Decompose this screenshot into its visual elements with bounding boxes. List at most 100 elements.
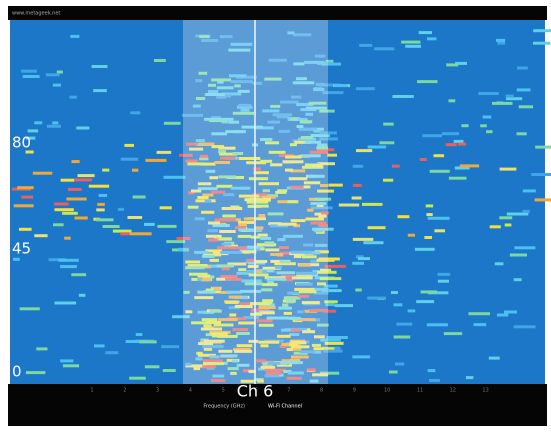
signal-dash: [379, 141, 394, 144]
signal-dash: [430, 170, 450, 173]
page: www.metageek.net 80 45 0 123456789101112…: [0, 0, 551, 429]
signal-dash: [499, 216, 512, 219]
signal-dash: [460, 164, 479, 167]
signal-dash: [483, 116, 492, 119]
signal-dash: [55, 208, 74, 211]
signal-dash: [358, 257, 370, 260]
signal-dash: [161, 345, 179, 348]
signal-dash: [359, 44, 372, 47]
waterfall-view: www.metageek.net 80 45 0 123456789101112…: [0, 0, 551, 429]
signal-dash: [497, 314, 508, 317]
signal-dash: [71, 273, 86, 276]
signal-dash: [356, 149, 372, 152]
signal-dash: [383, 179, 393, 182]
signal-dash: [426, 204, 433, 207]
signal-dash: [154, 59, 166, 62]
signal-dash: [47, 125, 61, 128]
signal-dash: [339, 204, 359, 207]
signal-dash: [389, 371, 398, 374]
signal-dash: [136, 333, 143, 336]
channel-number: 4: [189, 388, 192, 394]
signal-dash: [391, 291, 398, 294]
signal-dash: [517, 88, 531, 91]
signal-dash: [420, 158, 427, 161]
signal-dash: [362, 203, 383, 206]
signal-dash: [124, 144, 134, 147]
signal-dash: [164, 122, 181, 125]
signal-dash: [121, 158, 139, 161]
signal-dash: [132, 169, 138, 172]
signal-dash: [164, 176, 186, 179]
signal-dash: [352, 262, 364, 265]
signal-dash: [139, 340, 156, 343]
signal-dash: [454, 140, 464, 143]
signal-dash: [408, 309, 416, 312]
signal-dash: [160, 206, 172, 209]
channel-number: 12: [450, 388, 456, 394]
signal-dash: [368, 226, 386, 229]
frequency-label: Frequency (GHz): [203, 404, 245, 410]
signal-dash: [408, 234, 415, 237]
signal-dash: [519, 105, 533, 108]
signal-dash: [21, 70, 37, 73]
signal-dash: [130, 232, 152, 235]
signal-dash: [514, 325, 536, 328]
signal-dash: [163, 369, 176, 372]
signal-dash: [506, 95, 514, 98]
signal-dash: [446, 63, 458, 66]
signal-dash: [46, 73, 60, 76]
channel-number: 10: [384, 388, 390, 394]
signal-dash: [96, 208, 104, 211]
signal-dash: [368, 146, 387, 149]
signal-dash: [449, 177, 467, 180]
signal-dash: [118, 208, 124, 211]
signal-dash: [394, 336, 411, 339]
signal-dash: [120, 232, 129, 235]
signal-dash: [446, 143, 457, 146]
signal-dash: [61, 179, 75, 182]
signal-dash: [34, 121, 42, 124]
signal-dash: [17, 186, 33, 189]
signal-dash: [415, 248, 435, 251]
signal-dash: [68, 188, 82, 191]
signal-dash: [327, 154, 337, 157]
signal-dash: [102, 169, 109, 172]
signal-dash: [426, 213, 432, 216]
signal-dash: [523, 210, 530, 213]
signal-dash: [442, 132, 459, 135]
signal-dash: [14, 204, 34, 207]
y-label: 0: [12, 363, 22, 381]
selected-channel: Ch 6: [237, 382, 274, 401]
signal-dash: [438, 273, 451, 276]
signal-dash: [53, 84, 61, 87]
channel-number: 7: [287, 388, 290, 394]
channel-number: 13: [482, 388, 488, 394]
signal-dash: [128, 216, 143, 219]
signal-dash: [144, 223, 155, 226]
signal-dash: [383, 123, 394, 126]
signal-dash: [130, 111, 140, 114]
signal-dash: [79, 294, 86, 297]
signal-dash: [533, 42, 551, 45]
signal-dash: [75, 217, 88, 220]
signal-dash: [434, 229, 445, 232]
signal-dash: [489, 357, 500, 360]
signal-dash: [434, 154, 445, 157]
signal-dash: [34, 234, 47, 237]
signal-dash: [428, 217, 450, 220]
signal-dash: [444, 332, 462, 335]
signal-dash: [393, 95, 414, 98]
signal-dash: [335, 304, 353, 307]
signal-dash: [427, 323, 448, 326]
signal-dash: [55, 302, 77, 305]
signal-dash: [353, 238, 374, 241]
signal-dash: [145, 365, 160, 368]
signal-dash: [401, 41, 420, 44]
signal-dash: [466, 376, 474, 379]
signal-dash: [62, 212, 78, 215]
channel-label: Wi-Fi Channel: [268, 404, 302, 410]
signal-dash: [13, 258, 20, 261]
signal-dash: [105, 351, 118, 354]
signal-dash: [492, 102, 513, 105]
signal-dash: [329, 184, 343, 187]
